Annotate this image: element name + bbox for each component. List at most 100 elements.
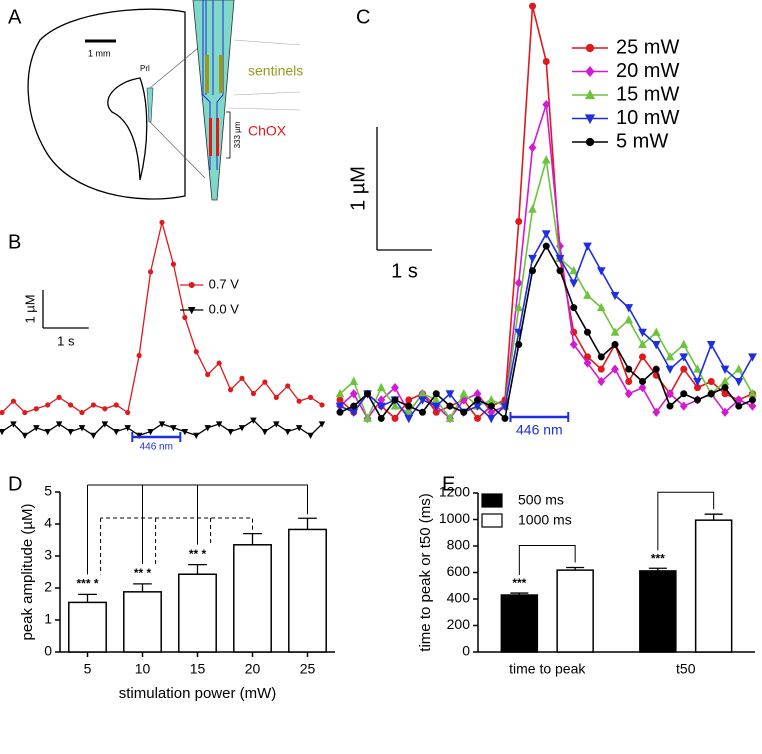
marker [55,421,63,428]
marker [445,390,455,399]
marker [542,99,551,110]
marker [665,352,675,361]
brain-diagram [27,0,301,201]
legend-label: 0.0 V [209,301,240,316]
marker [67,428,74,436]
x-tick-label: 25 [300,661,316,677]
marker [363,413,372,422]
zoom-line [149,47,199,89]
marker [569,265,579,275]
marker [319,402,325,408]
bar [556,569,594,653]
marker [542,58,550,66]
brain-outline [27,8,186,200]
y-tick-label: 0 [44,643,52,659]
y-tick-label: 3 [44,547,52,563]
marker [391,396,399,404]
marker [377,414,385,422]
marker [748,396,756,404]
marker [227,387,234,393]
legend-label: 25 mW [616,36,679,58]
marker [666,389,674,399]
marker [307,432,314,440]
spacing-bracket [226,111,231,159]
marker [569,279,579,288]
marker [101,421,109,428]
marker [335,402,345,411]
marker [446,402,454,410]
bar [500,594,539,653]
y-axis-label: time to peak or t50 (ms) [417,493,434,651]
legend-marker [187,306,196,315]
marker [336,408,344,416]
marker [193,432,200,440]
marker [528,254,537,264]
marker [78,425,86,432]
panel-label: B [8,231,21,253]
marker [405,396,413,404]
y-tick-label: 600 [447,563,471,579]
marker [158,421,166,428]
marker [261,428,269,436]
annotation: ** * [134,566,152,580]
marker [250,417,257,424]
marker [273,421,280,428]
scale-label-x: 1 s [57,334,75,349]
region-label: Prl [140,64,150,73]
marker [10,398,17,404]
marker [679,339,689,349]
marker [583,328,591,336]
legend-label: 1000 ms [518,512,572,528]
marker [610,327,620,336]
marker [21,432,29,440]
marker [721,384,729,392]
marker [44,428,51,436]
y-tick-label: 400 [447,590,471,606]
bar [233,544,272,653]
y-tick-label: 2 [44,579,52,595]
marker [10,421,17,428]
marker [541,155,551,164]
legend-swatch [481,513,503,528]
y-tick-label: 1000 [439,510,470,526]
marker [583,358,592,368]
marker [611,364,619,374]
scale-label-x: 1 s [391,260,418,282]
y-tick-label: 1200 [439,484,470,500]
marker [638,377,646,385]
marker [170,261,177,267]
marker [170,425,177,432]
marker [363,390,371,398]
marker [124,425,131,432]
legend-swatch [481,493,503,508]
legend-marker [584,114,596,125]
marker [693,396,701,404]
legend-marker [585,43,595,53]
legend-label: 500 ms [518,492,564,508]
bar [694,519,733,653]
marker [284,428,291,436]
marker [665,365,675,374]
marker [473,414,481,422]
significance-bracket [518,544,576,576]
marker [638,328,647,338]
marker [79,409,85,416]
marker [679,353,689,362]
x-tick-label: 20 [245,661,261,677]
significance-bracket [100,517,253,575]
x-tick-label: t50 [676,661,696,677]
ventricle [107,77,148,181]
marker [295,425,303,432]
marker [459,388,469,398]
bar [178,573,217,653]
marker [597,365,605,373]
marker [460,408,468,416]
marker [528,204,537,213]
legend-label: 5 mW [616,130,668,152]
marker [238,425,246,432]
marker [391,383,399,393]
y-tick-label: 5 [44,483,52,499]
significance-bracket [87,484,308,575]
marker [734,364,744,373]
